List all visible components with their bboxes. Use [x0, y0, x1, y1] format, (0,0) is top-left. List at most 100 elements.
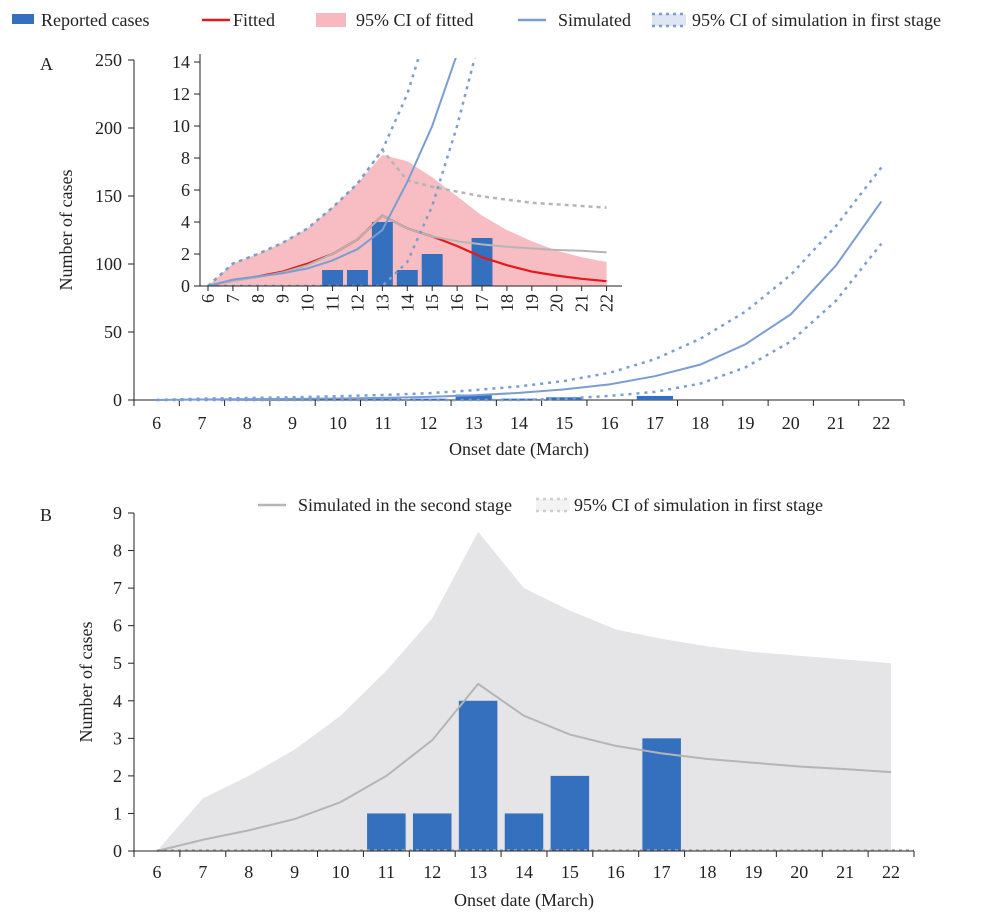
x-tick-label: 12: [419, 413, 437, 433]
x-tick-label: 11: [378, 862, 395, 882]
y-tick-label: 2: [113, 766, 122, 786]
ci-simulation-upper: [156, 166, 883, 402]
y-tick-label: 50: [104, 322, 122, 342]
y-tick-label: 3: [113, 728, 122, 748]
x-tick-label: 17: [646, 413, 664, 433]
legend-label: 95% CI of fitted: [356, 10, 473, 30]
x-tick-label: 6: [152, 413, 161, 433]
y-tick-label: 9: [113, 503, 122, 523]
inset-x-tick-label: 13: [372, 294, 392, 312]
y-tick-label: 100: [95, 254, 122, 274]
panel-label-a: A: [40, 54, 53, 74]
y-tick-label: 7: [113, 578, 122, 598]
bar-reported-cases: [642, 738, 681, 851]
bar-reported-cases: [636, 395, 673, 400]
x-tick-label: 10: [329, 413, 347, 433]
y-tick-label: 200: [95, 118, 122, 138]
inset-bar-reported-cases: [346, 270, 368, 286]
legend-label: Reported cases: [41, 10, 149, 30]
x-axis-title: Onset date (March): [454, 890, 594, 911]
inset-y-tick-label: 14: [172, 52, 190, 72]
inset-bar-reported-cases: [471, 238, 493, 286]
line-simulated-second-stage: [156, 682, 892, 852]
x-tick-label: 10: [331, 862, 349, 882]
inset-y-tick-label: 6: [181, 180, 190, 200]
legend-swatch-band: [536, 499, 570, 511]
legend-swatch-bar: [12, 14, 34, 24]
x-tick-label: 15: [555, 413, 573, 433]
x-tick-label: 14: [515, 862, 533, 882]
y-tick-label: 8: [113, 541, 122, 561]
inset-x-tick-label: 16: [447, 294, 467, 312]
legend-bottom: Simulated in the second stage 95% CI of s…: [258, 495, 823, 515]
x-tick-label: 17: [653, 862, 671, 882]
legend-label: Simulated in the second stage: [298, 495, 512, 515]
x-tick-label: 7: [197, 413, 206, 433]
inset-x-tick-label: 19: [522, 294, 542, 312]
inset-x-tick-label: 14: [397, 294, 417, 312]
inset-y-tick-label: 8: [181, 148, 190, 168]
x-tick-label: 11: [374, 413, 391, 433]
area-ci-simulation-first-stage: [156, 531, 892, 851]
inset-y-tick-label: 0: [181, 276, 190, 296]
y-tick-label: 5: [113, 653, 122, 673]
inset-y-tick-label: 2: [181, 244, 190, 264]
bar-reported-cases: [412, 813, 452, 851]
legend-swatch-area: [316, 13, 346, 27]
inset-bar-reported-cases: [396, 270, 418, 286]
x-tick-label: 18: [691, 413, 709, 433]
line-simulated: [156, 200, 883, 401]
inset-x-tick-label: 11: [323, 294, 343, 311]
x-tick-label: 8: [244, 862, 253, 882]
y-tick-label: 0: [113, 841, 122, 861]
inset-x-tick-label: 17: [472, 294, 492, 312]
x-tick-label: 7: [198, 862, 207, 882]
legend-top: Reported cases Fitted 95% CI of fitted Simu…: [12, 10, 941, 30]
x-tick-label: 21: [827, 413, 845, 433]
x-tick-label: 12: [423, 862, 441, 882]
legend-label: Simulated: [558, 10, 631, 30]
x-tick-label: 20: [790, 862, 808, 882]
y-tick-label: 4: [113, 691, 122, 711]
x-tick-label: 8: [243, 413, 252, 433]
x-tick-label: 15: [561, 862, 579, 882]
y-tick-label: 0: [113, 390, 122, 410]
inset-x-tick-label: 8: [248, 294, 268, 303]
inset-y-tick-label: 12: [172, 84, 190, 104]
x-tick-label: 19: [744, 862, 762, 882]
x-tick-label: 16: [601, 413, 619, 433]
legend-swatch-band: [652, 14, 686, 26]
x-axis-title: Onset date (March): [449, 439, 589, 460]
bar-reported-cases: [455, 394, 492, 400]
inset-x-tick-label: 10: [298, 294, 318, 312]
x-tick-label: 13: [465, 413, 483, 433]
bar-reported-cases: [458, 700, 498, 851]
inset-bar-reported-cases: [421, 254, 443, 286]
x-tick-label: 22: [882, 862, 900, 882]
x-tick-label: 9: [290, 862, 299, 882]
x-tick-label: 21: [836, 862, 854, 882]
legend-label: 95% CI of simulation in first stage: [574, 495, 823, 515]
inset-x-tick-label: 7: [223, 294, 243, 303]
inset-x-tick-label: 15: [422, 294, 442, 312]
y-tick-label: 250: [95, 50, 122, 70]
inset-x-tick-label: 21: [572, 294, 592, 312]
inset-bar-reported-cases: [322, 270, 344, 286]
x-tick-label: 6: [152, 862, 161, 882]
bar-reported-cases: [410, 398, 447, 400]
inset-x-tick-label: 22: [597, 294, 617, 312]
bar-reported-cases: [367, 813, 406, 851]
y-tick-label: 1: [113, 803, 122, 823]
x-tick-label: 20: [782, 413, 800, 433]
y-tick-label: 6: [113, 616, 122, 636]
y-tick-label: 150: [95, 186, 122, 206]
legend-label: 95% CI of simulation in first stage: [692, 10, 941, 30]
inset-y-tick-label: 10: [172, 116, 190, 136]
x-tick-label: 19: [736, 413, 754, 433]
x-tick-label: 14: [510, 413, 528, 433]
inset-ci-simulation-lower: [208, 58, 477, 286]
